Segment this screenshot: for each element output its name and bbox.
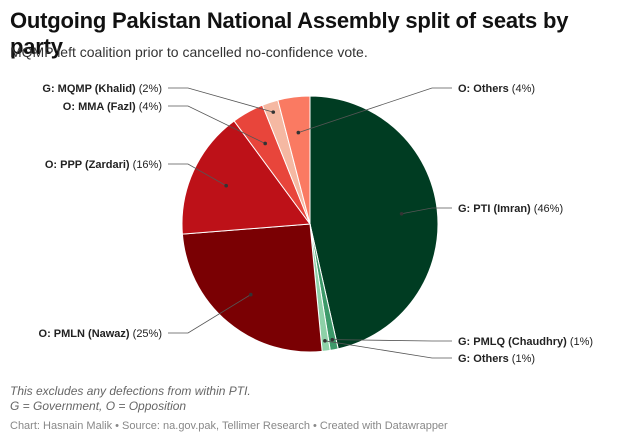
note-legend-key: G = Government, O = Opposition bbox=[10, 399, 187, 413]
leader-line-g-others bbox=[324, 340, 452, 359]
chart-notes: This excludes any defections from within… bbox=[10, 384, 251, 414]
leader-dot-g-others bbox=[323, 339, 327, 343]
slice-label-o-mma-fazl: O: MMA (Fazl) (4%) bbox=[63, 101, 162, 113]
slice-label-name: O: MMA (Fazl) bbox=[63, 101, 139, 113]
slice-label-g-others: G: Others (1%) bbox=[458, 353, 535, 365]
slice-label-name: O: Others bbox=[458, 83, 512, 95]
leader-dot-o-ppp-zardari bbox=[224, 183, 228, 188]
leader-line-g-pti-imran bbox=[401, 207, 452, 215]
leader-line-o-ppp-zardari bbox=[168, 163, 227, 187]
slice-label-value: (1%) bbox=[512, 353, 535, 365]
slice-label-name: G: PMLQ (Chaudhry) bbox=[458, 336, 570, 348]
leader-dot-g-pti-imran bbox=[399, 211, 404, 216]
pie-slices bbox=[181, 95, 439, 353]
leader-dot-o-mma-fazl bbox=[263, 141, 267, 146]
slice-label-name: O: PPP (Zardari) bbox=[45, 159, 133, 171]
slice-label-g-mqmp-khalid: G: MQMP (Khalid) (2%) bbox=[42, 83, 162, 95]
slice-label-name: G: PTI (Imran) bbox=[458, 203, 534, 215]
chart-subtitle: MQMP left coalition prior to cancelled n… bbox=[10, 44, 368, 60]
pie-slice-o-others bbox=[277, 95, 311, 225]
pie-slice-o-ppp-zardari bbox=[181, 120, 311, 235]
leader-line-o-mma-fazl bbox=[168, 105, 266, 144]
slice-label-value: (16%) bbox=[133, 159, 162, 171]
leader-line-o-others bbox=[298, 87, 452, 133]
note-defections: This excludes any defections from within… bbox=[10, 384, 251, 398]
slice-label-g-pti-imran: G: PTI (Imran) (46%) bbox=[458, 203, 563, 215]
chart-title: Outgoing Pakistan National Assembly spli… bbox=[10, 8, 569, 59]
slice-label-value: (4%) bbox=[139, 101, 162, 113]
leader-line-g-pmlq-chaudhry bbox=[332, 339, 452, 342]
slice-label-value: (1%) bbox=[570, 336, 593, 348]
slice-label-value: (2%) bbox=[139, 83, 162, 95]
slice-label-name: G: MQMP (Khalid) bbox=[42, 83, 138, 95]
leader-dot-g-pmlq-chaudhry bbox=[330, 337, 335, 342]
pie-labels: G: PTI (Imran) (46%) G: PMLQ (Chaudhry) (… bbox=[39, 83, 594, 365]
slice-label-name: G: Others bbox=[458, 353, 512, 365]
slice-label-g-pmlq-chaudhry: G: PMLQ (Chaudhry) (1%) bbox=[458, 336, 593, 348]
chart-footer: Chart: Hasnain Malik • Source: na.gov.pa… bbox=[10, 420, 448, 432]
leader-dot-o-others bbox=[296, 130, 301, 135]
slice-label-o-others: O: Others (4%) bbox=[458, 83, 535, 95]
slice-label-name: O: PMLN (Nawaz) bbox=[39, 328, 133, 340]
leader-dot-o-pmln-nawaz bbox=[248, 292, 253, 297]
pie-slice-g-pti-imran bbox=[309, 95, 439, 350]
leader-line-o-pmln-nawaz bbox=[168, 294, 251, 334]
slice-label-o-ppp-zardari: O: PPP (Zardari) (16%) bbox=[45, 159, 162, 171]
leader-line-g-mqmp-khalid bbox=[168, 87, 274, 113]
slice-label-value: (46%) bbox=[534, 203, 563, 215]
slice-label-o-pmln-nawaz: O: PMLN (Nawaz) (25%) bbox=[39, 328, 162, 340]
slice-label-value: (25%) bbox=[133, 328, 162, 340]
pie-slice-o-pmln-nawaz bbox=[181, 223, 323, 353]
slice-label-value: (4%) bbox=[512, 83, 535, 95]
leader-dot-g-mqmp-khalid bbox=[271, 110, 276, 114]
